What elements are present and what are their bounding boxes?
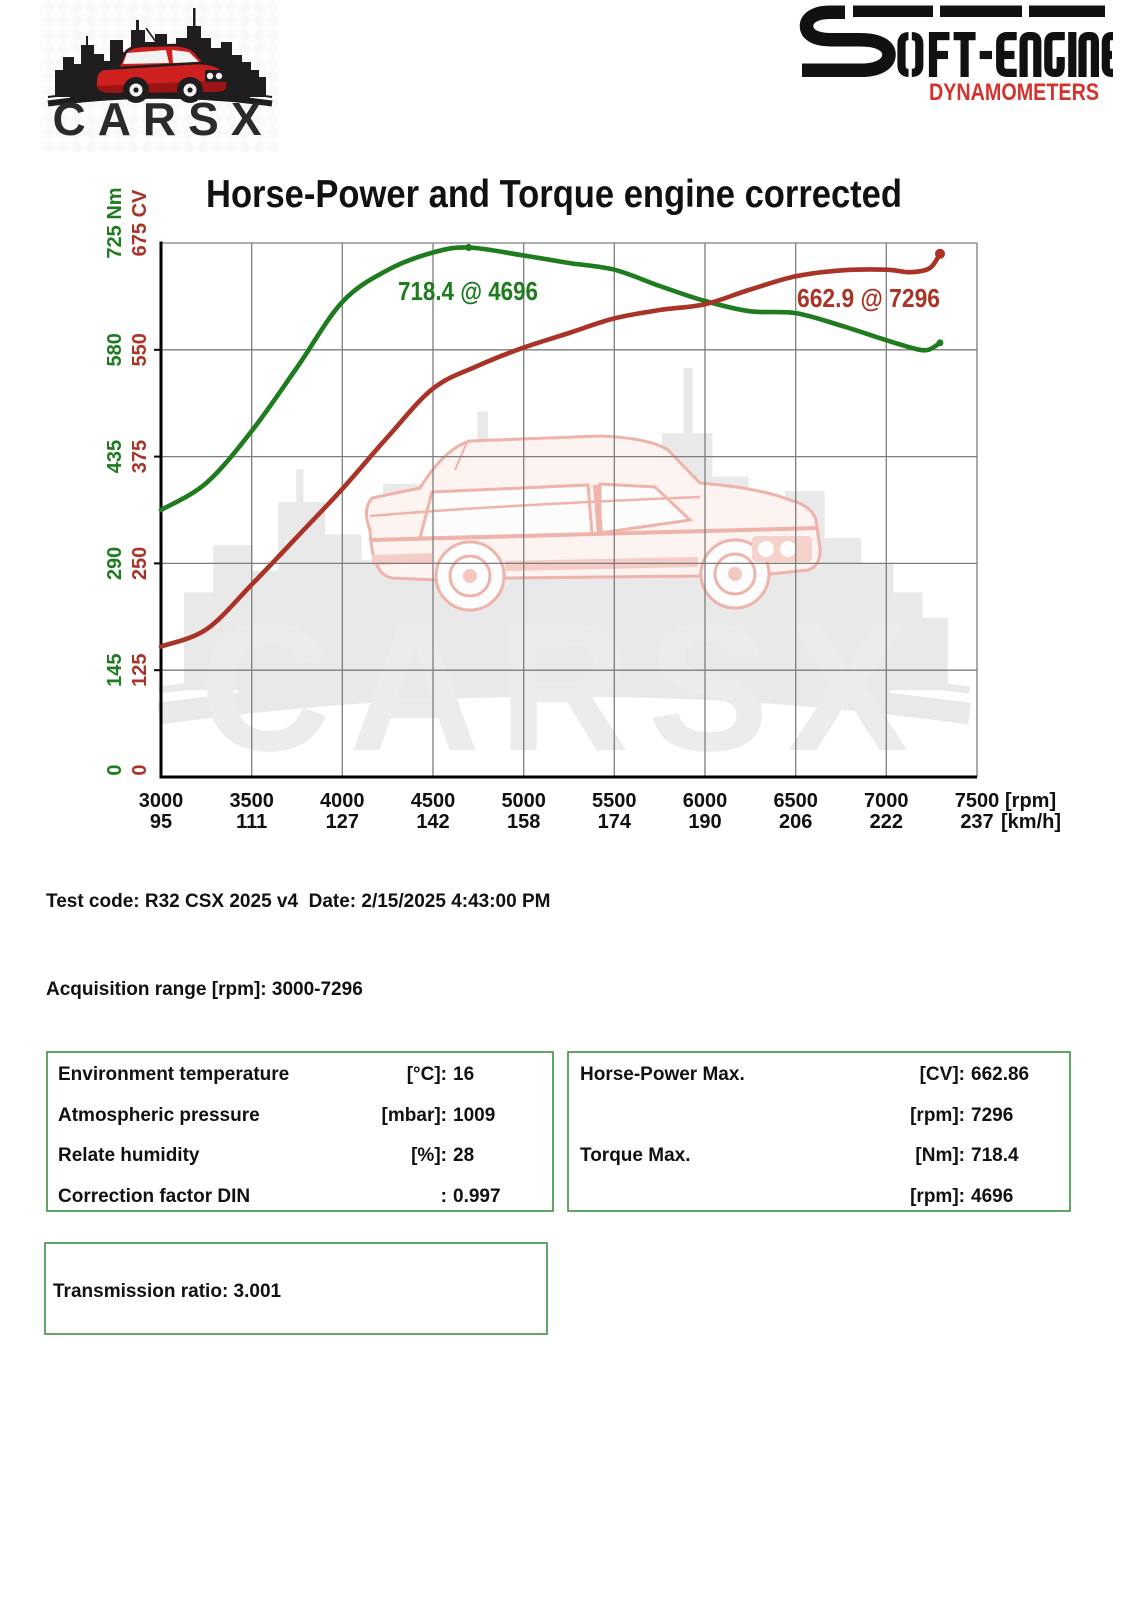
svg-text:[rpm]: [rpm] — [1005, 790, 1056, 812]
svg-text:3000: 3000 — [139, 790, 184, 812]
svg-text:[mbar]:: [mbar]: — [382, 1105, 447, 1126]
svg-text:0: 0 — [104, 764, 126, 775]
svg-text:206: 206 — [779, 811, 812, 833]
svg-text:158: 158 — [507, 811, 540, 833]
svg-text:662.86: 662.86 — [971, 1064, 1029, 1085]
svg-text:CARSX: CARSX — [199, 585, 926, 789]
svg-text:375: 375 — [129, 440, 151, 473]
svg-text:111: 111 — [236, 811, 267, 833]
svg-text:675 CV: 675 CV — [129, 189, 151, 256]
svg-text:237: 237 — [960, 811, 993, 833]
svg-text:3500: 3500 — [229, 790, 274, 812]
svg-text:Relate humidity: Relate humidity — [58, 1145, 200, 1166]
svg-text:5500: 5500 — [592, 790, 637, 812]
svg-text:28: 28 — [453, 1145, 474, 1166]
svg-text:Transmission ratio: 3.001: Transmission ratio: 3.001 — [53, 1281, 282, 1302]
svg-text:127: 127 — [326, 811, 359, 833]
svg-text:[rpm]:: [rpm]: — [910, 1186, 965, 1207]
svg-text:435: 435 — [104, 440, 126, 473]
svg-text:718.4 @ 4696: 718.4 @ 4696 — [398, 276, 538, 306]
svg-text:7000: 7000 — [864, 790, 909, 812]
svg-text:[km/h]: [km/h] — [1001, 811, 1061, 833]
svg-text:DYNAMOMETERS: DYNAMOMETERS — [929, 79, 1099, 106]
svg-text:[%]:: [%]: — [411, 1145, 447, 1166]
svg-text:Correction factor DIN: Correction factor DIN — [58, 1186, 250, 1207]
svg-text:4500: 4500 — [411, 790, 456, 812]
svg-text:7500: 7500 — [955, 790, 1000, 812]
svg-text:142: 142 — [416, 811, 449, 833]
svg-text:725 Nm: 725 Nm — [104, 187, 126, 258]
svg-text:580: 580 — [104, 333, 126, 366]
svg-text:Acquisition range [rpm]: 3000-: Acquisition range [rpm]: 3000-7296 — [46, 979, 363, 1000]
svg-text:1009: 1009 — [453, 1105, 495, 1126]
svg-text:Atmospheric pressure: Atmospheric pressure — [58, 1105, 260, 1126]
svg-text:145: 145 — [104, 654, 126, 687]
svg-text:[Nm]:: [Nm]: — [915, 1145, 965, 1166]
svg-text::: : — [441, 1186, 447, 1207]
svg-text:718.4: 718.4 — [971, 1145, 1019, 1166]
svg-text:0: 0 — [129, 764, 151, 775]
svg-text:125: 125 — [129, 654, 151, 687]
svg-text:0.997: 0.997 — [453, 1186, 501, 1207]
svg-text:[CV]:: [CV]: — [920, 1064, 965, 1085]
svg-text:Environment temperature: Environment temperature — [58, 1064, 289, 1085]
svg-text:CARSX: CARSX — [52, 93, 273, 145]
svg-text:[rpm]:: [rpm]: — [910, 1105, 965, 1126]
svg-text:250: 250 — [129, 547, 151, 580]
svg-text:550: 550 — [129, 333, 151, 366]
svg-text:290: 290 — [104, 547, 126, 580]
svg-text:7296: 7296 — [971, 1105, 1013, 1126]
svg-text:Test code: R32 CSX 2025 v4 Da: Test code: R32 CSX 2025 v4 Date: 2/15/20… — [46, 891, 550, 912]
svg-text:6500: 6500 — [773, 790, 818, 812]
svg-text:190: 190 — [688, 811, 721, 833]
svg-text:[°C]:: [°C]: — [407, 1064, 447, 1085]
svg-text:5000: 5000 — [501, 790, 546, 812]
svg-text:6000: 6000 — [683, 790, 728, 812]
svg-text:16: 16 — [453, 1064, 474, 1085]
svg-text:174: 174 — [598, 811, 632, 833]
svg-text:662.9 @ 7296: 662.9 @ 7296 — [797, 283, 940, 313]
svg-text:Horse-Power and Torque engine: Horse-Power and Torque engine corrected — [206, 173, 902, 216]
svg-text:Horse-Power Max.: Horse-Power Max. — [580, 1064, 745, 1085]
svg-text:4000: 4000 — [320, 790, 365, 812]
svg-text:222: 222 — [870, 811, 903, 833]
svg-text:95: 95 — [150, 811, 172, 833]
svg-text:Torque Max.: Torque Max. — [580, 1145, 691, 1166]
svg-text:4696: 4696 — [971, 1186, 1013, 1207]
